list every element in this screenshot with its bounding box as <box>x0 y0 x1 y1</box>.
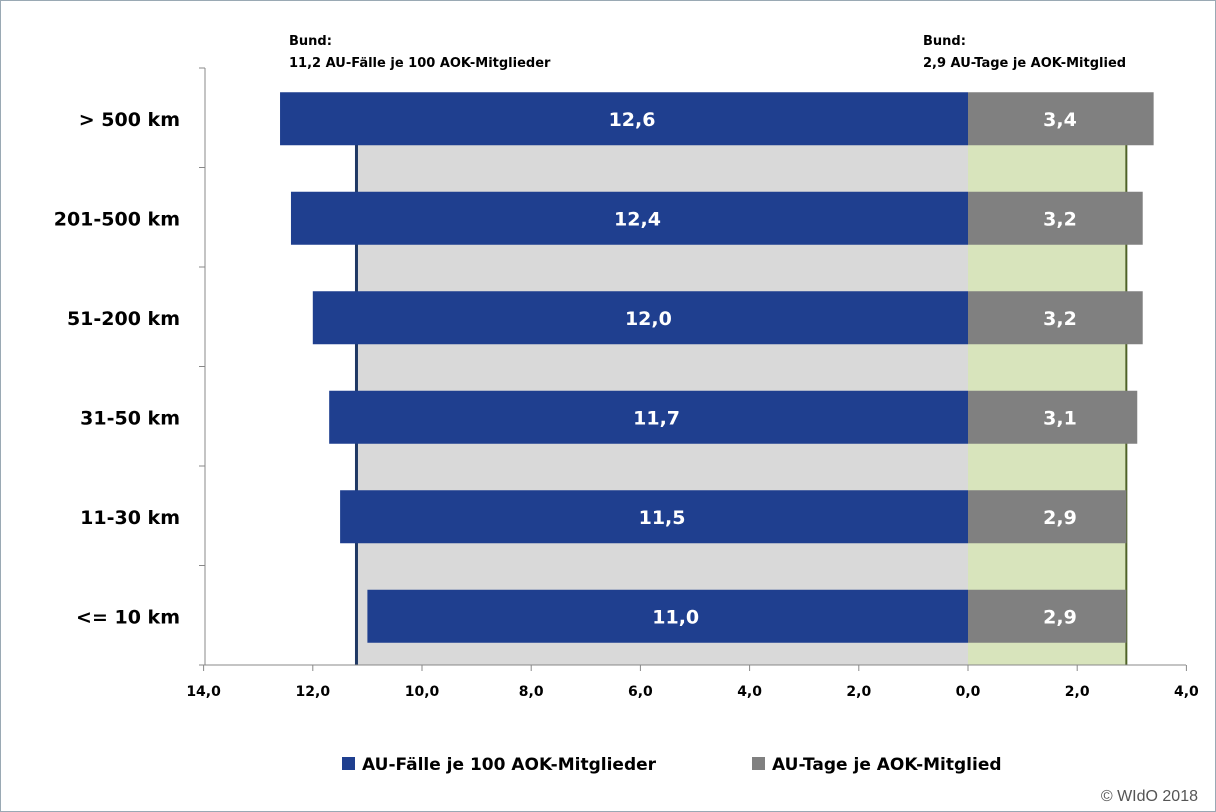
value-axis-tick-label: 2,0 <box>1065 684 1090 700</box>
bar-left <box>312 291 968 345</box>
bar-left-value-label: 11,0 <box>652 606 699 628</box>
bar-right-value-label: 3,4 <box>1043 109 1077 131</box>
legend-swatch-left <box>342 757 355 770</box>
bar-right <box>968 490 1127 544</box>
reference-label-right-line2: 2,9 AU-Tage je AOK-Mitglied <box>923 56 1126 71</box>
bar-right <box>968 191 1143 245</box>
value-axis-tick-label: 0,0 <box>956 684 981 700</box>
reference-label-left-line1: Bund: <box>289 34 332 49</box>
bar-left-value-label: 12,0 <box>625 308 672 330</box>
copyright-note: © WIdO 2018 <box>1100 788 1198 805</box>
value-axis-tick-label: 10,0 <box>405 684 440 700</box>
bar-left-value-label: 11,5 <box>639 507 686 529</box>
category-label: > 500 km <box>79 109 180 131</box>
value-axis-tick-label: 6,0 <box>628 684 653 700</box>
bar-left <box>329 390 968 444</box>
bar-right-value-label: 3,1 <box>1043 407 1077 429</box>
bar-right <box>968 589 1127 643</box>
value-axis-tick-label: 4,0 <box>1174 684 1199 700</box>
bar-left <box>367 589 968 643</box>
value-axis-tick-label: 8,0 <box>519 684 544 700</box>
category-label: <= 10 km <box>76 606 180 628</box>
category-label: 11-30 km <box>80 507 180 529</box>
bar-left <box>340 490 969 544</box>
bar-left-value-label: 11,7 <box>633 407 680 429</box>
value-axis-tick-label: 12,0 <box>296 684 331 700</box>
bar-right <box>968 92 1154 146</box>
bar-left <box>280 92 968 146</box>
reference-label-left-line2: 11,2 AU-Fälle je 100 AOK-Mitglieder <box>289 56 551 71</box>
category-label: 51-200 km <box>67 308 180 330</box>
category-label: 201-500 km <box>54 208 180 230</box>
legend-swatch-right <box>752 757 765 770</box>
reference-label-right-line1: Bund: <box>923 34 966 49</box>
value-axis-tick-label: 2,0 <box>846 684 871 700</box>
bar-left <box>290 191 969 245</box>
bar-right <box>968 291 1143 345</box>
legend-label-right: AU-Tage je AOK-Mitglied <box>772 755 1002 775</box>
bar-right-value-label: 2,9 <box>1043 606 1077 628</box>
bar-left-value-label: 12,6 <box>609 109 656 131</box>
value-axis-tick-label: 4,0 <box>737 684 762 700</box>
bar-right-value-label: 3,2 <box>1043 208 1077 230</box>
category-label: 31-50 km <box>80 407 180 429</box>
bar-right <box>968 390 1138 444</box>
bar-right-value-label: 3,2 <box>1043 308 1077 330</box>
bar-left-value-label: 12,4 <box>614 208 661 230</box>
value-axis-tick-label: 14,0 <box>186 684 221 700</box>
legend-label-left: AU-Fälle je 100 AOK-Mitglieder <box>362 755 657 775</box>
bar-right-value-label: 2,9 <box>1043 507 1077 529</box>
